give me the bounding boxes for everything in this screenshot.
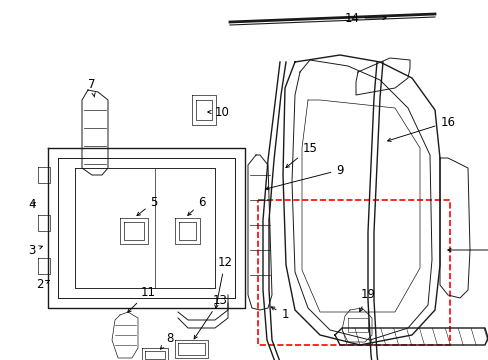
Text: 6: 6: [187, 195, 205, 215]
Text: 17: 17: [0, 359, 1, 360]
Text: 2: 2: [36, 279, 49, 292]
Text: 14: 14: [344, 12, 386, 24]
Text: 7: 7: [88, 78, 96, 97]
Text: 18: 18: [447, 243, 488, 256]
Text: 4: 4: [28, 198, 36, 211]
Text: 10: 10: [207, 105, 229, 118]
Bar: [75, 168, 215, 288]
Text: 8: 8: [160, 332, 173, 349]
Text: 12: 12: [214, 256, 232, 308]
Text: 19: 19: [359, 288, 375, 312]
Bar: [258, 200, 449, 345]
Text: 1: 1: [271, 307, 288, 321]
Text: 16: 16: [387, 116, 454, 141]
Text: 9: 9: [265, 163, 343, 190]
Text: 13: 13: [194, 293, 227, 339]
Text: 15: 15: [285, 141, 317, 168]
Text: 3: 3: [28, 243, 42, 256]
Text: 5: 5: [137, 195, 157, 216]
Text: 11: 11: [127, 285, 155, 312]
